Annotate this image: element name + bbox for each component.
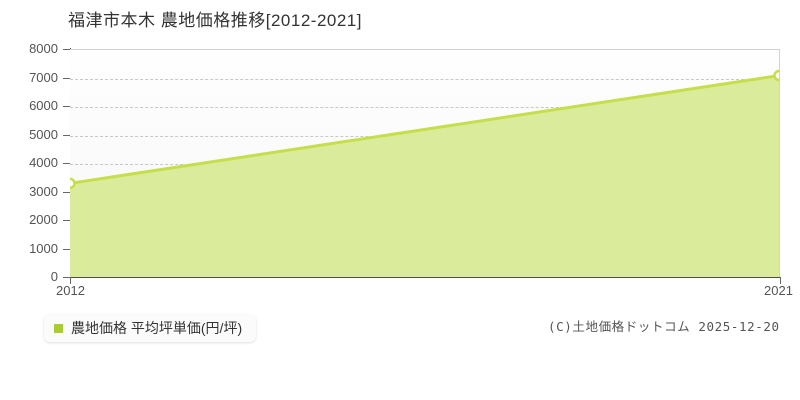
y-axis-label-4000: 4000 bbox=[29, 155, 58, 170]
y-axis-label-2000: 2000 bbox=[29, 212, 58, 227]
y-axis-label-3000: 3000 bbox=[29, 183, 58, 199]
y-tick-0 bbox=[63, 277, 70, 278]
y-tick-7000 bbox=[63, 77, 70, 79]
y-axis-label-6000: 6000 bbox=[29, 98, 58, 113]
y-tick-2000 bbox=[63, 220, 70, 221]
data-point-2012[interactable] bbox=[70, 179, 74, 188]
y-tick-5000 bbox=[63, 134, 70, 136]
y-axis-label-8000: 8000 bbox=[29, 41, 58, 56]
y-tick-3000 bbox=[63, 191, 70, 193]
y-axis-label-5000: 5000 bbox=[29, 126, 58, 142]
legend-swatch-icon bbox=[54, 323, 63, 333]
copyright-credit: (C)土地価格ドットコム 2025-12-20 bbox=[548, 319, 780, 334]
x-tick-2021 bbox=[780, 277, 781, 284]
legend-item-label: 農地価格 平均坪単価(円/坪) bbox=[71, 320, 243, 336]
x-axis-label-end: 2021 bbox=[764, 283, 793, 298]
gridline-7000 bbox=[70, 78, 779, 80]
y-tick-4000 bbox=[63, 163, 70, 164]
page-title: 福津市本木 農地価格推移[2012-2021] bbox=[0, 6, 430, 31]
y-tick-1000 bbox=[63, 248, 70, 250]
data-point-2021[interactable] bbox=[775, 71, 780, 80]
chart-title-text: 福津市本木 農地価格推移[2012-2021] bbox=[68, 11, 362, 30]
x-tick-2012 bbox=[70, 277, 71, 284]
y-axis-label-1000: 1000 bbox=[29, 240, 58, 256]
series-markers bbox=[70, 50, 779, 277]
y-tick-6000 bbox=[63, 106, 70, 107]
legend[interactable]: 農地価格 平均坪単価(円/坪) bbox=[44, 314, 257, 342]
x-axis-line bbox=[70, 277, 781, 278]
y-axis-label-7000: 7000 bbox=[29, 69, 58, 85]
plot-area bbox=[70, 49, 780, 277]
series-area-farmland-price bbox=[70, 50, 779, 277]
y-axis-label-0: 0 bbox=[50, 269, 58, 284]
x-axis-label-start: 2012 bbox=[56, 283, 85, 298]
gridline-6000 bbox=[70, 107, 779, 108]
y-tick-8000 bbox=[63, 49, 70, 50]
